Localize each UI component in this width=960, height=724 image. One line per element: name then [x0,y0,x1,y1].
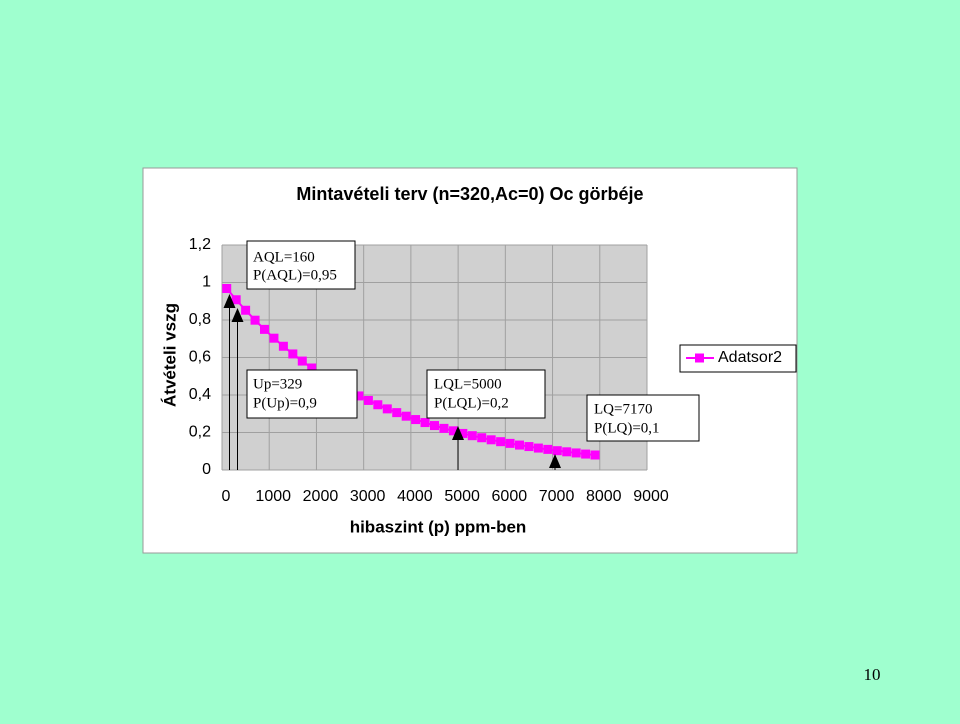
data-point [363,395,373,405]
data-point [392,408,402,418]
legend-marker [695,353,704,363]
annotation-text: P(LQ)=0,1 [594,420,660,436]
arrows [223,294,561,470]
annotation-text: P(AQL)=0,95 [253,267,337,283]
arrow-head [452,426,464,440]
data-point [448,426,458,436]
data-point [458,428,468,438]
annotation-text: AQL=160 [253,249,315,265]
data-point [231,295,241,305]
data-point [222,284,232,293]
y-tick-label: 0,4 [189,386,211,403]
arrow-head [231,308,244,322]
data-point [486,435,496,445]
data-point [278,341,288,351]
data-point [439,423,449,433]
data-point [297,356,307,366]
x-tick-label: 0 [222,488,231,505]
legend-label: Adatsor2 [718,349,782,366]
data-point [533,443,543,453]
x-tick-label: 9000 [633,488,669,505]
x-tick-label: 4000 [397,488,433,505]
y-tick-label: 1 [202,274,211,291]
legend-box [679,344,797,373]
annotation-box [246,369,358,419]
data-point [505,438,515,448]
x-tick-label: 6000 [492,488,528,505]
data-point [241,305,251,315]
data-point [571,448,581,458]
page-number: 10 [864,665,881,684]
data-point [552,446,562,456]
annotation-text: LQL=5000 [434,376,502,392]
chart-title: Mintavételi terv (n=320,Ac=0) Oc görbéje [296,184,643,204]
arrow-head [223,294,236,308]
x-tick-label: 8000 [586,488,622,505]
data-point [581,449,591,459]
series-line [225,287,596,456]
annotation-box [426,369,546,419]
annotation-text: P(LQL)=0,2 [434,395,509,411]
y-tick-label: 0,8 [189,311,211,328]
data-point [524,442,534,452]
x-tick-label: 5000 [444,488,480,505]
data-point [590,450,600,460]
data-point [260,324,269,334]
data-point [562,447,572,457]
data-point [373,400,383,410]
data-point [288,349,298,359]
x-tick-label: 3000 [350,488,386,505]
data-point [250,315,260,325]
annotation-text: P(Up)=0,9 [253,395,317,411]
x-axis-title: hibaszint (p) ppm-ben [350,517,527,536]
annotation-text: Up=329 [253,376,302,392]
data-point [430,421,439,431]
arrow-head [549,454,561,468]
data-point [515,440,524,450]
data-point [477,433,487,443]
annotations: AQL=160 P(AQL)=0,95 Up=329 P(Up)=0,9 LQL… [246,240,700,442]
annotation-box [246,240,356,290]
y-tick-label: 0 [202,461,211,478]
y-tick-label: 1,2 [189,236,211,253]
data-point [401,411,411,421]
data-point [354,391,364,401]
data-point [543,444,553,454]
x-tick-label: 2000 [303,488,339,505]
annotation-text: LQ=7170 [594,401,652,417]
data-point [382,404,392,414]
x-tick-label: 1000 [255,488,291,505]
y-tick-label: 0,2 [189,424,211,441]
data-point [269,333,279,343]
data-point [496,437,506,447]
data-point [411,415,421,425]
y-tick-label: 0,6 [189,349,211,366]
y-axis-title: Átvételi vszg [160,303,179,407]
data-point [307,363,317,373]
x-tick-label: 7000 [539,488,575,505]
annotation-box [586,394,700,442]
data-point [420,418,430,428]
data-point [467,431,477,441]
